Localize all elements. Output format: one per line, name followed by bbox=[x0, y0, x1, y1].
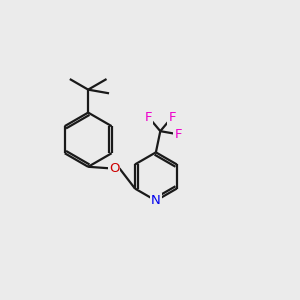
Text: N: N bbox=[151, 194, 161, 207]
Text: F: F bbox=[175, 128, 182, 141]
Text: F: F bbox=[168, 111, 176, 124]
Text: F: F bbox=[145, 111, 152, 124]
Text: O: O bbox=[109, 162, 119, 175]
